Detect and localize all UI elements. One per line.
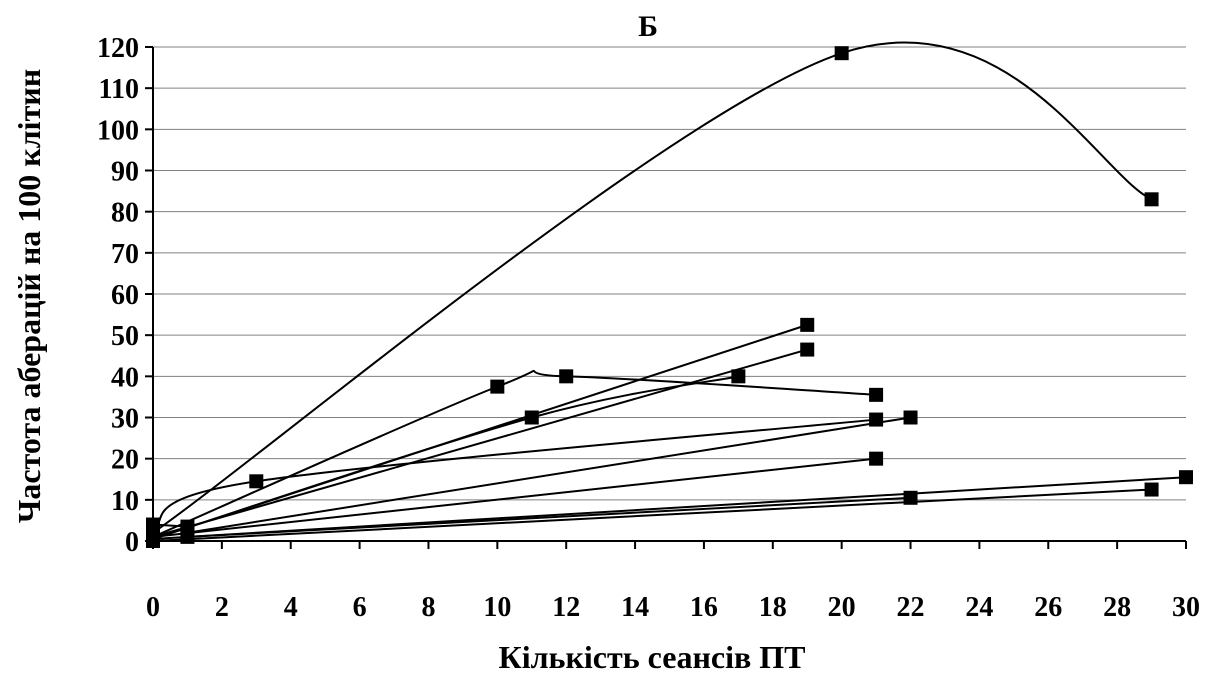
x-tick-label: 8 [421, 592, 435, 623]
y-tick-labels: 0 10 20 30 40 50 60 70 80 90 100 110 120 [97, 33, 139, 558]
y-tick-label: 0 [125, 527, 139, 558]
y-tick-label: 120 [97, 33, 139, 64]
x-tick-label: 24 [965, 592, 993, 623]
series-1-marker [834, 46, 849, 61]
chart-title: Б [638, 10, 658, 43]
series-line-11 [187, 496, 911, 538]
y-tick-label: 20 [111, 445, 139, 476]
y-tick-label: 90 [111, 157, 139, 188]
series-4-marker [800, 342, 815, 357]
series-markers [146, 46, 1193, 548]
x-tick-label: 20 [828, 592, 856, 623]
series-10-marker [1144, 482, 1159, 497]
x-tick-label: 12 [552, 592, 580, 623]
series-line-8 [152, 457, 877, 538]
series-10-marker [146, 534, 160, 548]
series-11-marker [903, 490, 918, 505]
series-1-marker [1144, 192, 1159, 207]
series-line-10 [152, 488, 1152, 542]
series-line-2 [152, 369, 877, 538]
y-tick-label: 10 [111, 486, 139, 517]
y-tick-label: 60 [111, 280, 139, 311]
series-lines [152, 41, 1187, 542]
x-tick-label: 28 [1103, 592, 1131, 623]
y-tick-label: 50 [111, 321, 139, 352]
series-9-marker [1179, 470, 1193, 485]
series-2-marker [490, 379, 505, 394]
y-tick-label: 100 [97, 115, 139, 146]
y-tick-label: 40 [111, 362, 139, 393]
x-tick-label: 6 [353, 592, 367, 623]
axes [145, 46, 1187, 549]
series-5-marker [731, 369, 746, 384]
series-8-marker [869, 451, 884, 466]
series-12-marker [146, 517, 160, 532]
series-7-marker [903, 410, 918, 425]
y-tick-label: 70 [111, 239, 139, 270]
grid-lines [153, 46, 1186, 501]
series-line-7 [187, 416, 911, 534]
x-tick-label: 16 [690, 592, 718, 623]
series-line-4 [152, 348, 808, 538]
x-tick-label: 0 [146, 592, 160, 623]
x-axis-title: Кількість сеансів ПТ [499, 639, 806, 675]
y-tick-label: 110 [99, 74, 139, 105]
series-6-marker [249, 474, 264, 489]
series-2-marker [559, 369, 574, 384]
x-tick-label: 14 [621, 592, 649, 623]
x-tick-label: 10 [483, 592, 511, 623]
series-2-marker [869, 387, 884, 402]
x-tick-label: 22 [897, 592, 925, 623]
series-line-1 [152, 41, 1152, 534]
y-tick-label: 30 [111, 404, 139, 435]
x-tick-label: 26 [1034, 592, 1062, 623]
x-tick-label: 2 [215, 592, 229, 623]
series-line-5 [152, 375, 739, 540]
y-axis-title: Частота аберацій на 100 клітин [11, 69, 47, 523]
x-tick-label: 4 [284, 592, 298, 623]
series-5-marker [524, 410, 539, 425]
y-tick-label: 80 [111, 198, 139, 229]
series-line-6 [152, 418, 877, 530]
series-12-marker [180, 519, 195, 534]
x-tick-label: 18 [759, 592, 787, 623]
series-6-marker [869, 412, 884, 427]
x-tick-label: 30 [1172, 592, 1200, 623]
x-tick-labels: 0 2 4 6 8 10 12 14 16 18 20 22 24 26 28 30 [146, 592, 1200, 623]
series-3-marker [800, 317, 815, 332]
